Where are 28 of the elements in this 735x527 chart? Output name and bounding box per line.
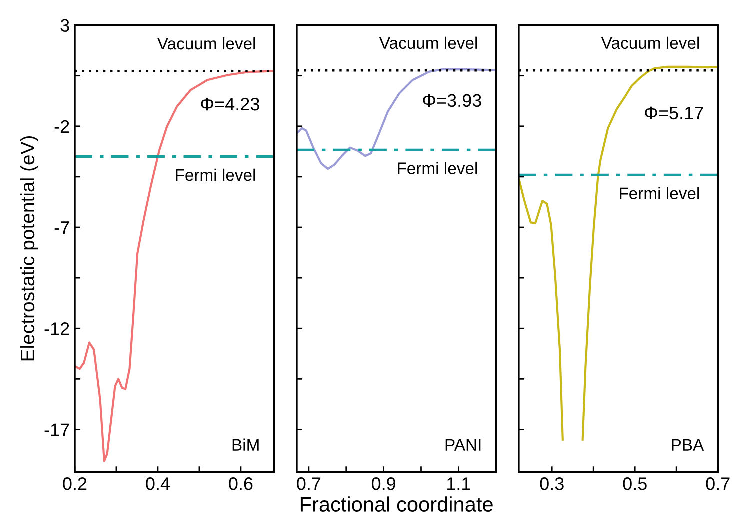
ref-line-label: Vacuum level (379, 36, 478, 50)
annotation: Φ=5.17 (645, 106, 704, 120)
y-axis-title: Electrostatic potential (eV) (20, 136, 38, 361)
y-tick-label: -17 (44, 424, 70, 436)
y-tick-label: -2 (54, 120, 70, 133)
y-tick-label: 3 (60, 19, 70, 32)
x-tick-label: 0.5 (623, 478, 647, 490)
x-tick-label: 0.4 (146, 478, 170, 490)
x-tick-label: 1.1 (448, 478, 470, 490)
x-tick-label: 0.7 (706, 478, 730, 490)
y-tick-label: -7 (54, 222, 70, 234)
x-tick-label: 0.9 (372, 478, 396, 490)
x-tick-label: 0.3 (540, 478, 564, 490)
annotation: BiM (232, 438, 259, 451)
x-axis-title: Fractional coordinate (300, 496, 493, 512)
x-tick-label: 0.2 (63, 478, 87, 490)
ref-line-label: Fermi level (398, 162, 478, 174)
annotation: Φ=4.23 (201, 98, 260, 111)
ref-line-label: Fermi level (176, 168, 256, 182)
annotation: PANI (446, 439, 481, 451)
ref-line-label: Fermi level (620, 187, 700, 200)
y-tick-label: -12 (44, 322, 70, 336)
annotation: PBA (672, 439, 704, 451)
ref-line-label: Vacuum level (157, 37, 256, 50)
x-tick-label: 0.6 (229, 478, 253, 490)
x-tick-label: 0.7 (297, 478, 321, 490)
annotation: Φ=3.93 (423, 94, 482, 108)
ref-line-label: Vacuum level (601, 36, 700, 50)
